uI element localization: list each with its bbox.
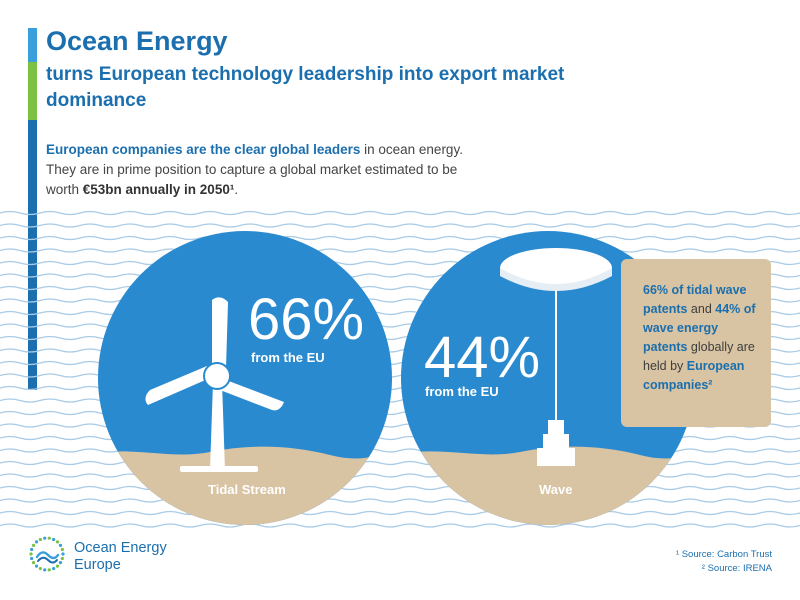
- sources: ¹ Source: Carbon Trust ² Source: IRENA: [676, 548, 772, 576]
- ocean-energy-europe-logo-icon: [29, 536, 65, 572]
- intro-value: €53bn annually in 2050: [82, 182, 230, 197]
- intro-text: in ocean energy. They are in prime posit…: [46, 142, 463, 197]
- logo-line-2: Europe: [74, 557, 121, 573]
- page-title: Ocean Energy: [46, 26, 228, 56]
- callout-held-by: globally are held by: [643, 340, 755, 373]
- wave-line: [0, 210, 800, 216]
- logo-text: Ocean Energy Europe: [74, 540, 167, 574]
- intro-end: .: [234, 182, 239, 197]
- logo-dot: [61, 552, 65, 556]
- wave-line: [0, 498, 800, 503]
- tidal-label: Tidal Stream: [208, 482, 286, 497]
- wave-label: Wave: [539, 482, 573, 497]
- logo-dot: [43, 568, 47, 572]
- wave-line: [0, 235, 800, 241]
- logo-dot: [58, 543, 63, 547]
- logo-dot: [43, 536, 47, 540]
- logo-dot: [47, 568, 51, 572]
- logo-dot: [29, 552, 33, 556]
- logo-dot: [60, 556, 64, 561]
- wave-line: [0, 223, 800, 228]
- logo-dot: [30, 547, 34, 552]
- logo-dot: [52, 537, 56, 542]
- callout-and: and: [687, 302, 716, 316]
- callout-tidal-patents: 66% of tidal wave patents: [643, 283, 747, 316]
- intro-paragraph: European companies are the clear global …: [46, 140, 466, 200]
- tidal-turbine-icon: [145, 297, 284, 472]
- page-subtitle: turns European technology leadership int…: [46, 64, 565, 111]
- logo-dot: [31, 561, 36, 565]
- wave-percent: 44%: [424, 325, 541, 390]
- logo-dot: [60, 547, 64, 552]
- logo-dot: [55, 540, 60, 544]
- tidal-from-eu: from the EU: [251, 350, 325, 365]
- wave-buoy-icon: [500, 248, 612, 466]
- logo-dot: [38, 566, 42, 571]
- logo-dot: [47, 536, 51, 540]
- logo-dot: [55, 564, 60, 568]
- logo-dot: [30, 556, 34, 561]
- tidal-percent: 66%: [248, 287, 365, 352]
- source-carbon-trust: ¹ Source: Carbon Trust: [675, 549, 772, 560]
- wave-from-eu: from the EU: [425, 384, 499, 399]
- logo-dot: [31, 543, 36, 547]
- wave-line: [0, 248, 800, 253]
- logo-dot: [38, 537, 42, 542]
- logo-dot: [52, 566, 56, 571]
- logo-dot: [34, 564, 39, 568]
- callout-european-companies: European companies²: [643, 359, 745, 392]
- intro-footnote-mark: ¹: [229, 182, 235, 197]
- patents-callout: 66% of tidal wave patents and 44% of wav…: [621, 259, 771, 427]
- wave-line: [0, 510, 800, 516]
- wave-line: [0, 485, 800, 491]
- source-irena: ² Source: IRENA: [701, 563, 772, 574]
- callout-wave-patents: 44% of wave energy patents: [643, 302, 756, 354]
- accent-bars: [28, 28, 37, 390]
- intro-lead: European companies are the clear global …: [46, 142, 361, 157]
- logo-dot: [34, 540, 39, 544]
- wave-line: [0, 523, 800, 528]
- logo-dot: [58, 561, 63, 565]
- logo-line-1: Ocean Energy: [74, 540, 167, 556]
